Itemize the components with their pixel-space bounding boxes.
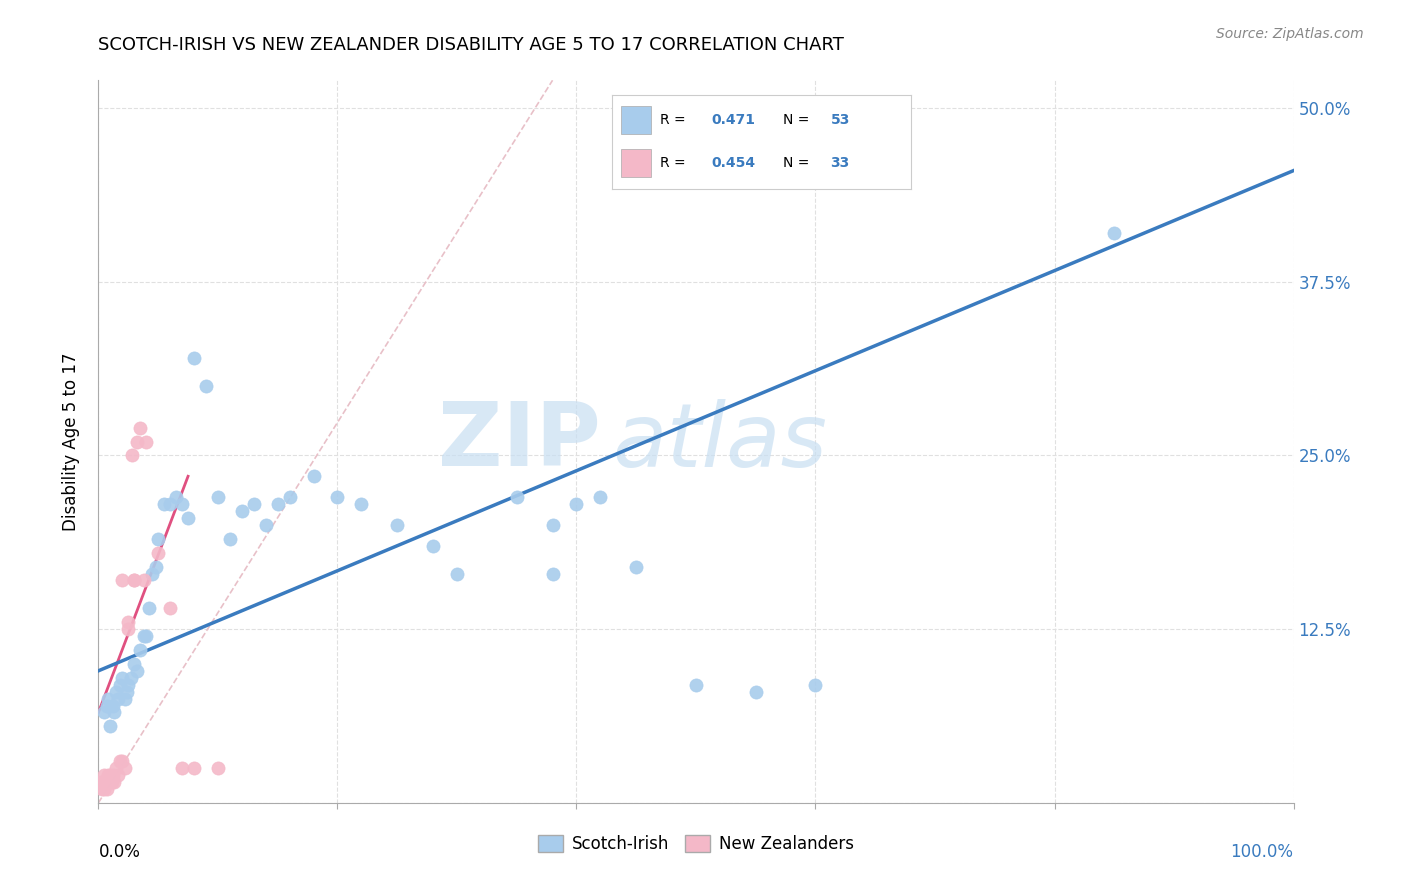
Point	[101, 768, 124, 782]
Point	[129, 420, 152, 434]
Point	[177, 511, 200, 525]
Point	[105, 684, 128, 698]
Point	[135, 434, 157, 449]
Point	[541, 566, 564, 581]
Point	[124, 574, 146, 588]
Point	[107, 768, 129, 782]
Point	[101, 698, 124, 713]
Point	[506, 490, 529, 504]
Point	[103, 775, 125, 789]
Point	[195, 379, 218, 393]
Point	[165, 490, 187, 504]
Point	[91, 775, 114, 789]
Point	[243, 497, 266, 511]
Point	[93, 781, 115, 796]
Point	[159, 601, 181, 615]
Point	[108, 678, 131, 692]
Point	[105, 761, 128, 775]
Point	[148, 546, 170, 560]
Text: 0.0%: 0.0%	[98, 843, 141, 861]
Point	[565, 497, 588, 511]
Point	[100, 775, 122, 789]
Point	[685, 678, 707, 692]
Point	[172, 761, 194, 775]
Point	[108, 754, 131, 768]
Point	[111, 754, 134, 768]
Point	[326, 490, 349, 504]
Point	[302, 469, 325, 483]
Point	[121, 449, 143, 463]
Point	[96, 698, 118, 713]
Point	[541, 517, 564, 532]
Point	[254, 517, 277, 532]
Point	[804, 678, 827, 692]
Point	[98, 775, 121, 789]
Point	[93, 706, 115, 720]
Point	[117, 678, 139, 692]
Point	[138, 601, 160, 615]
Point	[111, 574, 134, 588]
Point	[745, 684, 768, 698]
Point	[132, 629, 155, 643]
Point	[207, 761, 229, 775]
Point	[1104, 226, 1126, 240]
Point	[278, 490, 301, 504]
Point	[97, 768, 120, 782]
Point	[350, 497, 373, 511]
Point	[135, 629, 157, 643]
Text: Source: ZipAtlas.com: Source: ZipAtlas.com	[1216, 27, 1364, 41]
Point	[422, 539, 444, 553]
Point	[183, 761, 205, 775]
Point	[159, 497, 181, 511]
Point	[90, 775, 112, 789]
Point	[207, 490, 229, 504]
Point	[111, 671, 134, 685]
Point	[124, 657, 146, 671]
Point	[148, 532, 170, 546]
Point	[385, 517, 409, 532]
Point	[231, 504, 253, 518]
Point	[141, 566, 163, 581]
Point	[183, 351, 205, 366]
Point	[124, 574, 146, 588]
Text: atlas: atlas	[613, 399, 827, 484]
Text: SCOTCH-IRISH VS NEW ZEALANDER DISABILITY AGE 5 TO 17 CORRELATION CHART: SCOTCH-IRISH VS NEW ZEALANDER DISABILITY…	[98, 36, 844, 54]
Text: 100.0%: 100.0%	[1230, 843, 1294, 861]
Point	[94, 775, 117, 789]
Point	[125, 664, 148, 678]
Point	[114, 761, 136, 775]
Point	[145, 559, 167, 574]
Point	[91, 781, 114, 796]
Point	[98, 719, 122, 733]
Point	[132, 574, 155, 588]
Point	[626, 559, 648, 574]
Point	[93, 768, 115, 782]
Text: ZIP: ZIP	[437, 398, 600, 485]
Point	[117, 622, 139, 636]
Point	[120, 671, 142, 685]
Point	[117, 615, 139, 630]
Y-axis label: Disability Age 5 to 17: Disability Age 5 to 17	[62, 352, 80, 531]
Point	[98, 768, 122, 782]
Point	[107, 691, 129, 706]
Point	[103, 706, 125, 720]
Legend: Scotch-Irish, New Zealanders: Scotch-Irish, New Zealanders	[531, 828, 860, 860]
Point	[114, 691, 136, 706]
Point	[267, 497, 290, 511]
Point	[153, 497, 176, 511]
Point	[446, 566, 468, 581]
Point	[96, 781, 118, 796]
Point	[219, 532, 242, 546]
Point	[129, 643, 152, 657]
Point	[115, 684, 138, 698]
Point	[172, 497, 194, 511]
Point	[125, 434, 148, 449]
Point	[97, 691, 120, 706]
Point	[589, 490, 612, 504]
